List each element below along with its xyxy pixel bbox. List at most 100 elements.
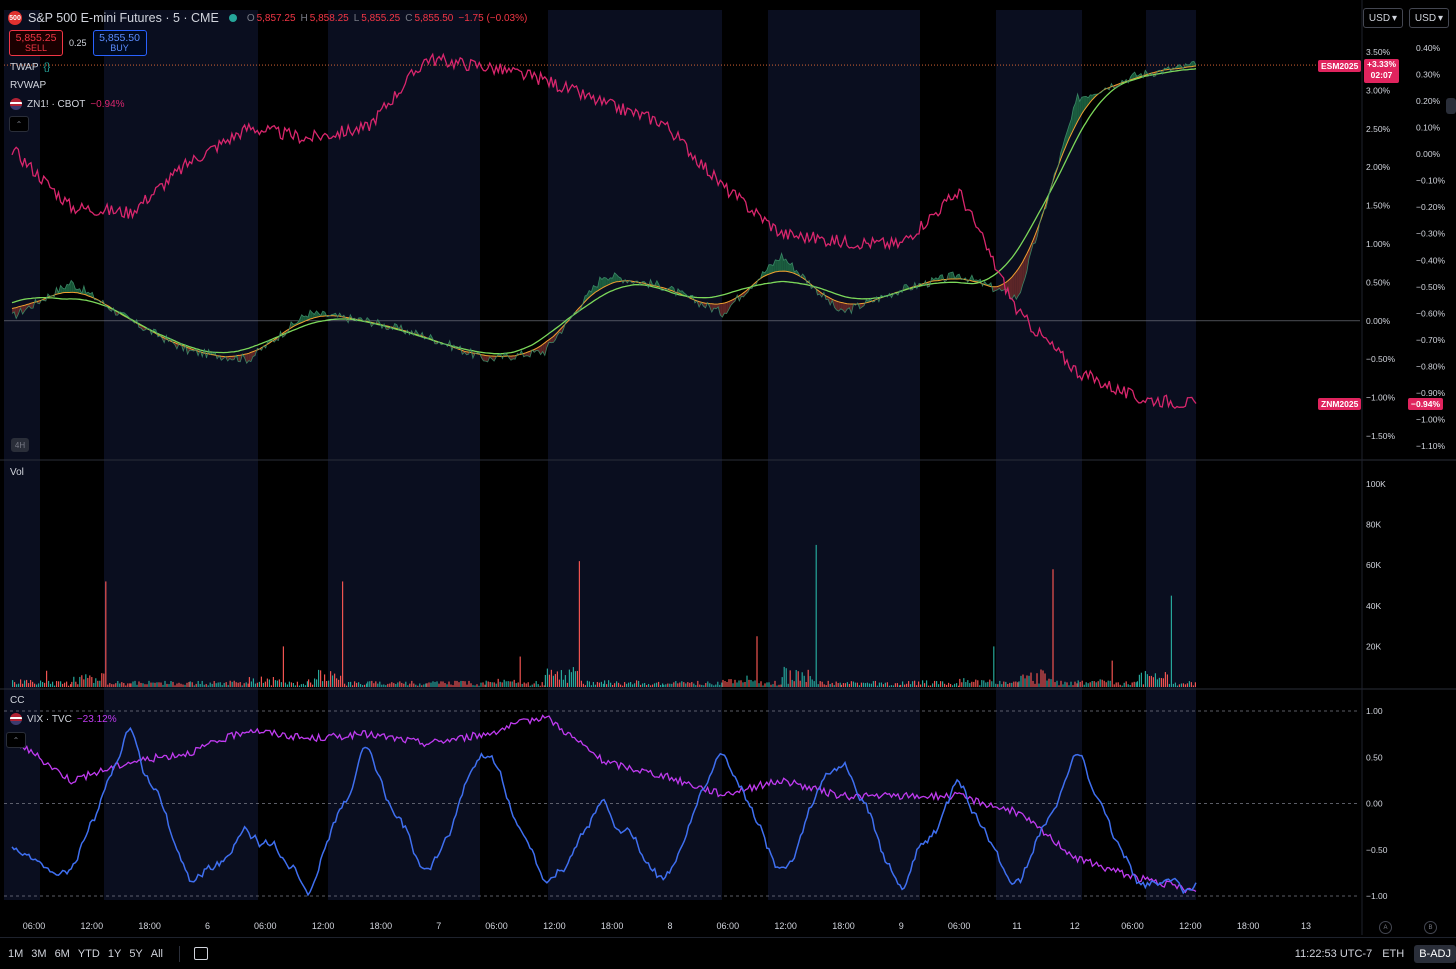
clock-display[interactable]: 11:22:53 UTC-7	[1294, 947, 1373, 960]
volume-bar	[837, 683, 839, 687]
indicator-zn[interactable]: ZN1! · CBOT −0.94%	[10, 98, 125, 110]
volume-bar	[300, 684, 302, 687]
cloud-fill-segment	[1079, 97, 1082, 118]
sell-button[interactable]: 5,855.25 SELL	[9, 30, 63, 56]
volume-bar	[156, 682, 158, 687]
currency-select-right[interactable]: USD ▾	[1409, 8, 1449, 28]
esm-countdown: 02:07	[1370, 70, 1393, 80]
vol-axis-tick: 20K	[1366, 641, 1381, 651]
volume-bar	[56, 681, 58, 687]
cloud-fill-segment	[999, 284, 1002, 291]
calendar-icon[interactable]	[194, 947, 209, 960]
auto-scale-icon[interactable]: A	[1379, 921, 1392, 934]
volume-bar	[997, 684, 999, 687]
volume-bar	[474, 685, 476, 687]
collapse-icon[interactable]: ⌃	[6, 732, 26, 748]
cloud-fill-segment	[720, 303, 723, 318]
indicator-rvwap[interactable]: RVWAP	[10, 80, 46, 91]
cloud-fill-segment	[549, 338, 552, 343]
scroll-handle-icon[interactable]	[1446, 98, 1456, 114]
range-ytd[interactable]: YTD	[77, 947, 100, 960]
volume-bar	[160, 682, 162, 687]
volume-bar	[985, 682, 987, 687]
cloud-fill-segment	[940, 274, 943, 281]
volume-bar	[36, 684, 38, 687]
volume-bar	[231, 681, 233, 687]
volume-bar	[64, 682, 66, 687]
range-1m[interactable]: 1M	[8, 947, 24, 960]
volume-bar	[515, 683, 517, 687]
badj-toggle[interactable]: B-ADJ	[1414, 944, 1456, 963]
volume-bar	[421, 685, 423, 687]
esm-tag: ESM2025	[1318, 60, 1362, 72]
volume-bar	[138, 681, 140, 687]
collapse-icon[interactable]: ⌃	[9, 116, 29, 132]
volume-bar	[101, 673, 103, 687]
volume-bar	[215, 683, 217, 687]
indicator-twap[interactable]: TWAP {}	[10, 62, 50, 73]
volume-bar	[1109, 680, 1111, 687]
volume-bar	[362, 685, 364, 687]
cloud-fill-segment	[604, 277, 607, 288]
volume-bar	[681, 681, 683, 687]
volume-bar	[766, 682, 768, 687]
interval-badge[interactable]: 4H	[11, 438, 29, 452]
volume-bar	[48, 680, 50, 687]
market-status-icon[interactable]	[228, 14, 237, 22]
volume-bar	[513, 679, 515, 687]
volume-bar	[783, 666, 785, 687]
range-3m[interactable]: 3M	[31, 947, 47, 960]
es-axis-tick: −1.00%	[1366, 393, 1396, 403]
cloud-fill-segment	[768, 264, 772, 275]
volume-bar	[717, 681, 719, 687]
volume-bar	[314, 678, 316, 687]
volume-bar	[1127, 684, 1129, 687]
source-code-icon[interactable]: {}	[43, 62, 51, 73]
volume-bar	[675, 681, 677, 687]
volume-bar	[677, 683, 679, 687]
currency-right-label: USD	[1414, 12, 1437, 24]
volume-bar	[1135, 682, 1137, 687]
time-axis-tick: 13	[1301, 921, 1311, 931]
range-all[interactable]: All	[150, 947, 164, 960]
cloud-fill-segment	[229, 356, 232, 360]
volume-pane-label[interactable]: Vol	[10, 467, 24, 478]
axis-settings-icon[interactable]: B	[1424, 921, 1437, 934]
symbol-title[interactable]: S&P 500 E-mini Futures · 5 · CME	[28, 11, 219, 25]
ohlc-open: 5,857.25	[256, 12, 296, 24]
volume-bar	[654, 683, 656, 687]
cloud-fill-segment	[612, 272, 615, 284]
volume-bar	[308, 679, 310, 687]
buy-button[interactable]: 5,855.50 BUY	[92, 30, 147, 56]
volume-bar	[866, 682, 868, 687]
indicator-vix[interactable]: VIX · TVC −23.12%	[10, 713, 117, 725]
volume-bar	[707, 681, 709, 687]
volume-bar	[1054, 682, 1056, 687]
cloud-fill-segment	[66, 284, 70, 293]
ohlc-close-key: C	[405, 12, 413, 24]
range-6m[interactable]: 6M	[54, 947, 70, 960]
volume-bar	[318, 669, 320, 687]
volume-bar	[742, 682, 744, 687]
volume-bar	[711, 684, 713, 687]
cloud-fill-segment	[775, 259, 778, 272]
volume-bar	[1117, 682, 1119, 687]
volume-bar	[379, 681, 381, 687]
cc-pane-label[interactable]: CC	[10, 695, 25, 706]
currency-select-left[interactable]: USD ▾	[1363, 8, 1403, 28]
range-5y[interactable]: 5Y	[129, 947, 143, 960]
volume-bar	[795, 669, 797, 687]
volume-bar	[699, 684, 701, 687]
volume-bar	[52, 681, 54, 687]
volume-bar	[543, 685, 545, 687]
volume-bar	[958, 685, 960, 687]
volume-bar	[132, 681, 134, 687]
volume-bar	[144, 684, 146, 687]
time-axis-tick: 06:00	[485, 921, 508, 931]
volume-bar	[188, 682, 190, 687]
eth-toggle[interactable]: ETH	[1382, 947, 1405, 960]
range-1y[interactable]: 1Y	[107, 947, 122, 960]
volume-bar	[687, 682, 689, 687]
volume-bar	[121, 682, 123, 687]
